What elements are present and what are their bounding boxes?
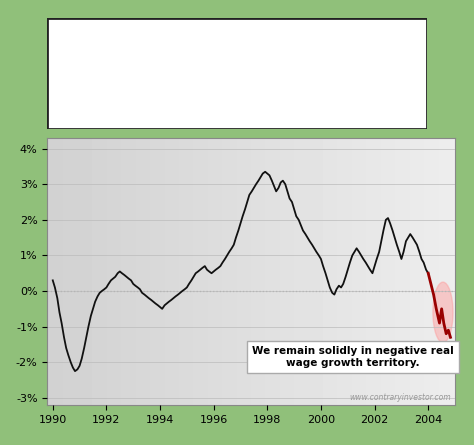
Text: Wage Growth: Wage Growth bbox=[187, 98, 287, 111]
Ellipse shape bbox=[433, 282, 453, 343]
Text: Real (inflation Adjusted) Yr/Yr Service Sector: Real (inflation Adjusted) Yr/Yr Service … bbox=[68, 50, 406, 63]
Text: www.contraryinvestor.com: www.contraryinvestor.com bbox=[349, 393, 451, 402]
FancyBboxPatch shape bbox=[47, 18, 427, 129]
Text: We remain solidly in negative real
wage growth territory.: We remain solidly in negative real wage … bbox=[252, 346, 454, 368]
